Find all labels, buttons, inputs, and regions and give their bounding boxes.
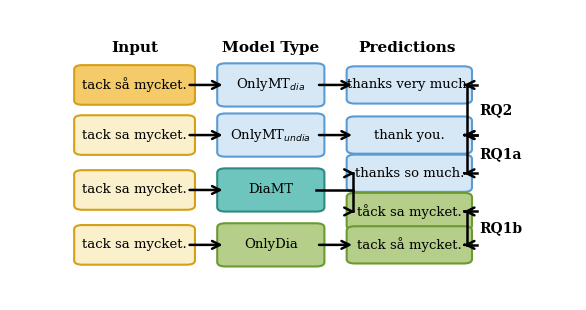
FancyBboxPatch shape (74, 225, 195, 265)
FancyBboxPatch shape (347, 193, 472, 230)
FancyBboxPatch shape (217, 223, 325, 267)
Text: OnlyMT$_{undia}$: OnlyMT$_{undia}$ (230, 126, 311, 144)
FancyBboxPatch shape (347, 66, 472, 104)
Text: tack sa mycket.: tack sa mycket. (82, 238, 187, 251)
Text: Model Type: Model Type (222, 41, 319, 55)
FancyBboxPatch shape (347, 155, 472, 192)
Text: thank you.: thank you. (374, 129, 445, 142)
FancyBboxPatch shape (347, 226, 472, 264)
FancyBboxPatch shape (217, 168, 325, 211)
Text: tåck sa mycket.: tåck sa mycket. (357, 204, 462, 219)
Text: RQ2: RQ2 (480, 103, 513, 117)
Text: Predictions: Predictions (358, 41, 456, 55)
FancyBboxPatch shape (217, 63, 325, 107)
Text: OnlyDia: OnlyDia (244, 238, 298, 251)
Text: OnlyMT$_{dia}$: OnlyMT$_{dia}$ (236, 77, 305, 93)
Text: tack så mycket.: tack så mycket. (82, 78, 187, 92)
Text: tack sa mycket.: tack sa mycket. (82, 184, 187, 197)
Text: thanks very much.: thanks very much. (347, 78, 471, 91)
FancyBboxPatch shape (74, 115, 195, 155)
FancyBboxPatch shape (74, 170, 195, 210)
Text: RQ1a: RQ1a (480, 147, 522, 161)
FancyBboxPatch shape (74, 65, 195, 105)
FancyBboxPatch shape (347, 117, 472, 154)
Text: tack sa mycket.: tack sa mycket. (82, 129, 187, 142)
Text: Input: Input (111, 41, 158, 55)
FancyBboxPatch shape (217, 113, 325, 157)
Text: thanks so much.: thanks so much. (355, 167, 464, 180)
Text: DiaMT: DiaMT (248, 184, 294, 197)
Text: RQ1b: RQ1b (480, 221, 523, 235)
Text: tack så mycket.: tack så mycket. (357, 237, 462, 252)
